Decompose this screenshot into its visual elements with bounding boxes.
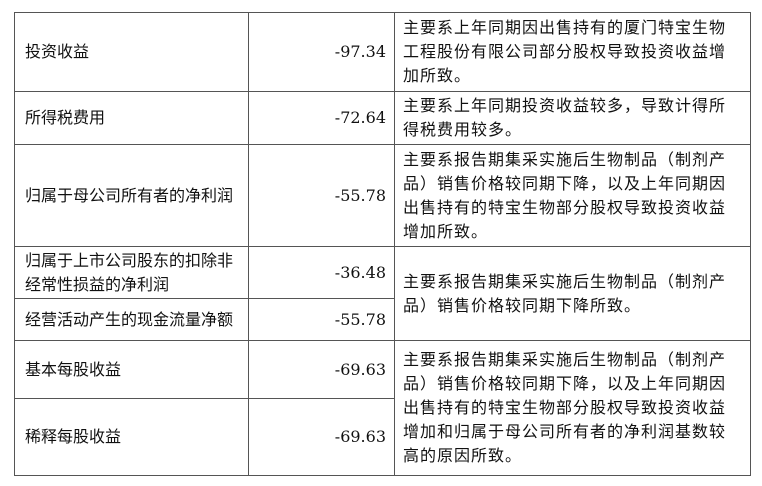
reason-line: 增加和归属于母公司所有者的净利润基数较 bbox=[403, 422, 727, 441]
data-table: 投资收益 -97.34 主要系上年同期因出售持有的厦门特宝生物 工程股份有限公司… bbox=[14, 12, 751, 476]
table-row: 稀释每股收益 -69.63 bbox=[14, 398, 751, 476]
reason-line: 得税费用较多。 bbox=[403, 120, 523, 139]
reason-line: 品）销售价格较同期下降，以及上年同期因 bbox=[403, 374, 727, 393]
table-row: 投资收益 -97.34 主要系上年同期因出售持有的厦门特宝生物 工程股份有限公司… bbox=[14, 12, 751, 92]
table-row: 所得税费用 -72.64 主要系上年同期投资收益较多，导致计得所 得税费用较多。 bbox=[14, 91, 751, 145]
reason-cell: 主要系报告期集采实施后生物制品（制剂产 品）销售价格较同期下降，以及上年同期因 … bbox=[394, 144, 751, 247]
label-cell: 所得税费用 bbox=[14, 91, 249, 145]
change-cell: -72.64 bbox=[248, 91, 395, 145]
label-cell: 基本每股收益 bbox=[14, 340, 249, 399]
change-cell: -69.63 bbox=[248, 340, 395, 399]
reason-cell: 主要系上年同期投资收益较多，导致计得所 得税费用较多。 bbox=[394, 91, 751, 145]
label-cell: 归属于上市公司股东的扣除非 经常性损益的净利润 bbox=[14, 246, 249, 299]
reason-line: 出售持有的特宝生物部分股权导致投资收益 bbox=[403, 398, 727, 417]
change-cell: -69.63 bbox=[248, 398, 395, 476]
reason-line: 品）销售价格较同期下降，以及上年同期因 bbox=[403, 173, 727, 193]
reason-cell: 主要系上年同期因出售持有的厦门特宝生物 工程股份有限公司部分股权导致投资收益增 … bbox=[394, 12, 751, 92]
reason-line: 主要系上年同期因出售持有的厦门特宝生物 bbox=[403, 18, 727, 37]
table-row: 归属于上市公司股东的扣除非 经常性损益的净利润 -36.48 主要系报告期集采实… bbox=[14, 246, 751, 341]
label-cell: 投资收益 bbox=[14, 12, 249, 92]
table-row: 基本每股收益 -69.63 主要系报告期集采实施后生物制品（制剂产 品）销售价格… bbox=[14, 340, 751, 476]
label-line: 经常性损益的净利润 bbox=[25, 274, 170, 294]
label-line: 归属于上市公司股东的扣除非 bbox=[25, 250, 234, 270]
reason-cell: 主要系报告期集采实施后生物制品（制剂产 品）销售价格较同期下降，以及上年同期因 … bbox=[394, 340, 751, 476]
change-cell: -55.78 bbox=[248, 144, 395, 247]
reason-cell: 主要系报告期集采实施后生物制品（制剂产 品）销售价格较同期下降所致。 bbox=[394, 246, 751, 341]
reason-line: 主要系报告期集采实施后生物制品（制剂产 bbox=[403, 149, 727, 169]
label-cell: 稀释每股收益 bbox=[14, 398, 249, 476]
reason-line: 出售持有的特宝生物部分股权导致投资收益 bbox=[403, 197, 727, 217]
reason-line: 主要系上年同期投资收益较多，导致计得所 bbox=[403, 96, 727, 115]
reason-line: 主要系报告期集采实施后生物制品（制剂产 bbox=[403, 350, 727, 369]
change-cell: -36.48 bbox=[248, 246, 395, 299]
reason-line: 主要系报告期集采实施后生物制品（制剂产 bbox=[403, 271, 727, 291]
label-cell: 归属于母公司所有者的净利润 bbox=[14, 144, 249, 247]
reason-line: 加所致。 bbox=[403, 66, 472, 85]
change-cell: -55.78 bbox=[248, 298, 395, 341]
reason-line: 高的原因所致。 bbox=[403, 446, 523, 465]
table-row: 经营活动产生的现金流量净额 -55.78 bbox=[14, 298, 751, 341]
change-cell: -97.34 bbox=[248, 12, 395, 92]
reason-line: 增加所致。 bbox=[403, 221, 489, 241]
table-row: 归属于母公司所有者的净利润 -55.78 主要系报告期集采实施后生物制品（制剂产… bbox=[14, 144, 751, 247]
label-cell: 经营活动产生的现金流量净额 bbox=[14, 298, 249, 341]
reason-line: 品）销售价格较同期下降所致。 bbox=[403, 295, 642, 315]
reason-line: 工程股份有限公司部分股权导致投资收益增 bbox=[403, 42, 727, 61]
